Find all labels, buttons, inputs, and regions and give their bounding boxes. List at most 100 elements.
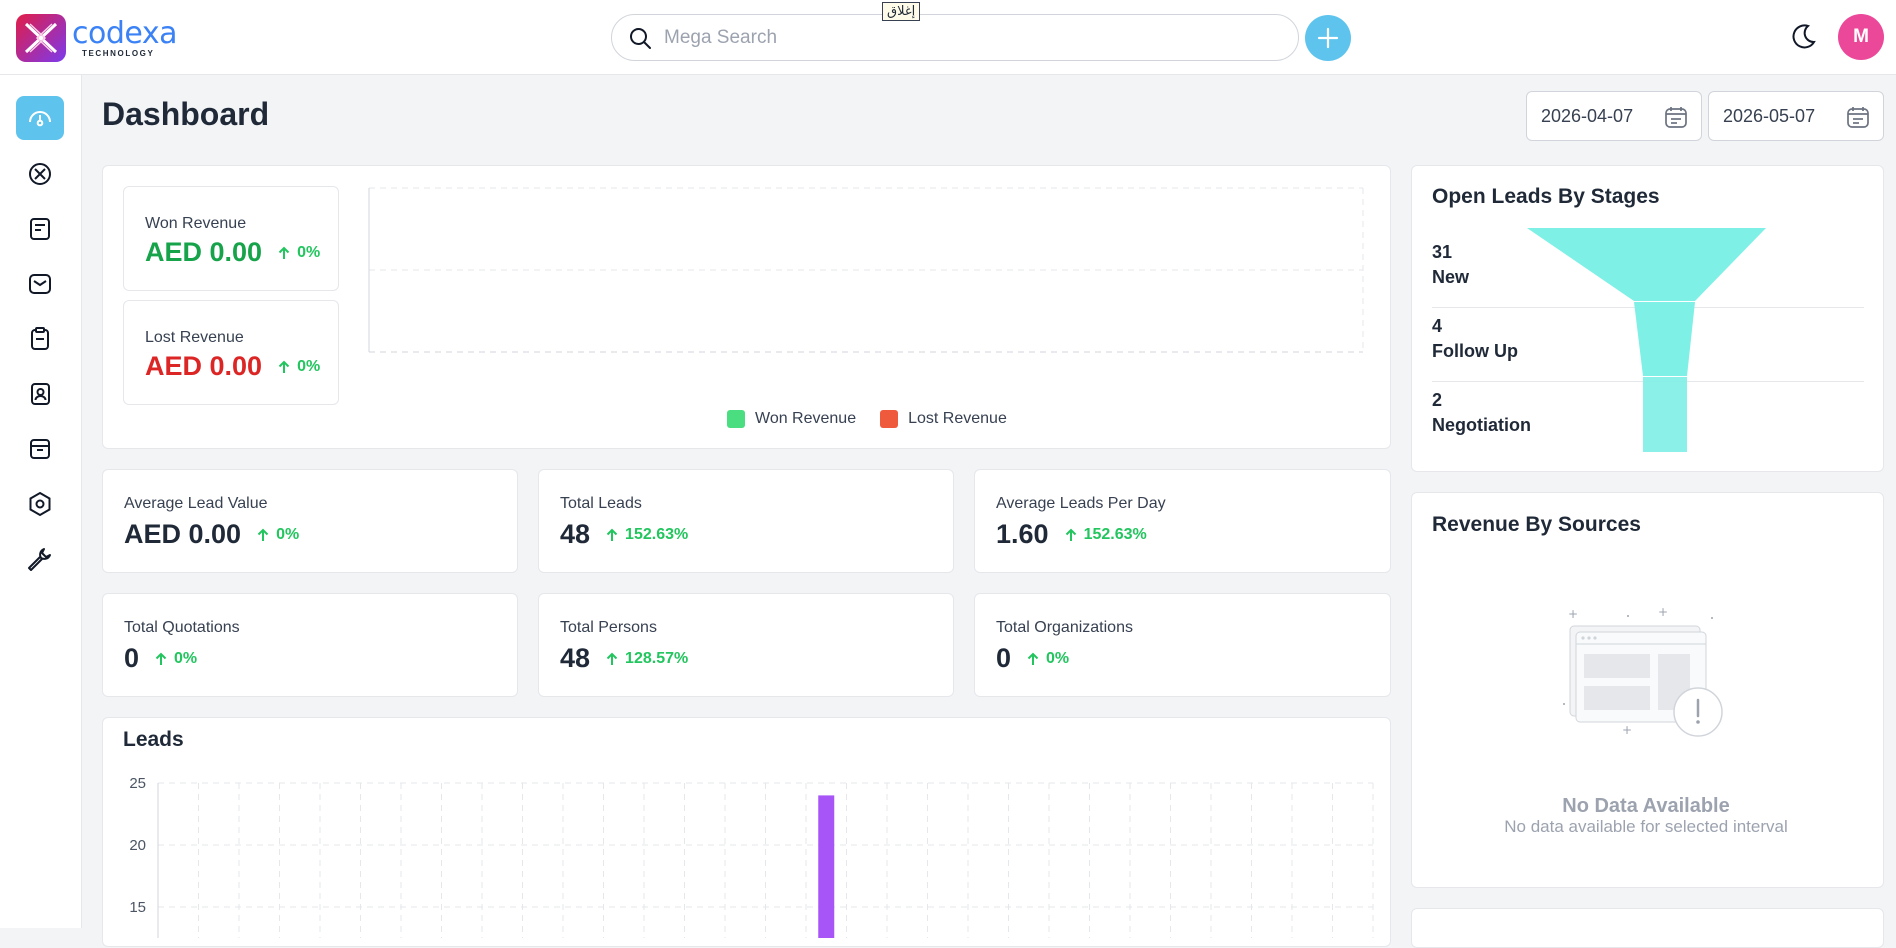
- funnel-segment-negotiation: [1643, 377, 1687, 452]
- arrow-up-icon: [257, 528, 269, 541]
- stat-label: Total Persons: [560, 619, 657, 636]
- sidebar-item-contacts[interactable]: [16, 372, 64, 416]
- funnel-stage-name: Follow Up: [1432, 341, 1518, 361]
- lost-revenue-box: Lost Revenue AED 0.00 0%: [123, 300, 339, 405]
- revenue-sources-title: Revenue By Sources: [1432, 513, 1641, 536]
- revenue-line-chart: 01: [368, 187, 1364, 353]
- funnel-row-negotiation[interactable]: 2 Negotiation: [1432, 390, 1864, 456]
- stat-label: Average Lead Value: [124, 495, 268, 512]
- search-input[interactable]: [664, 26, 1244, 49]
- stat-label: Average Leads Per Day: [996, 495, 1166, 512]
- activities-icon: [31, 327, 49, 350]
- arrow-up-icon: [1065, 528, 1076, 541]
- won-revenue-change: 0%: [276, 244, 320, 262]
- logo[interactable]: codexa TECHNOLOGY: [16, 14, 177, 62]
- funnel-segment-follow-up: [1634, 302, 1695, 376]
- start-date-field[interactable]: 2026-04-07: [1526, 91, 1702, 141]
- logo-name: codexa: [72, 15, 177, 51]
- open-leads-title: Open Leads By Stages: [1432, 185, 1660, 208]
- funnel-segment-new: [1527, 228, 1766, 301]
- settings-icon: [29, 491, 51, 517]
- dashboard-icon: [29, 111, 51, 127]
- contacts-icon: [31, 383, 50, 405]
- stat-value: AED 0.00: [124, 519, 242, 549]
- sidebar-item-settings[interactable]: [16, 482, 64, 526]
- calendar-icon: [1665, 107, 1687, 128]
- legend-item-lost[interactable]: Lost Revenue: [880, 410, 1007, 428]
- next-card: [1411, 908, 1884, 948]
- legend-swatch-won: [727, 410, 745, 428]
- sidebar-item-quotes[interactable]: [16, 207, 64, 251]
- stat-change: 0%: [153, 650, 197, 668]
- products-icon: [30, 439, 50, 459]
- sidebar-item-leads[interactable]: [16, 152, 64, 196]
- legend-label-lost: Lost Revenue: [908, 410, 1007, 427]
- svg-text:+: +: [1622, 723, 1632, 737]
- lost-revenue-label: Lost Revenue: [145, 329, 244, 346]
- stat-change: 152.63%: [604, 526, 688, 544]
- stat-label: Total Quotations: [124, 619, 240, 636]
- open-leads-by-stages-card: Open Leads By Stages 31 New 4 Follow Up …: [1411, 165, 1884, 472]
- arrow-up-icon: [1027, 652, 1039, 665]
- stat-change-value: 152.63%: [1083, 525, 1147, 543]
- lost-revenue-change-value: 0%: [297, 357, 321, 375]
- stat-change: 0%: [1025, 650, 1069, 668]
- no-data-subtitle: No data available for selected interval: [1504, 817, 1788, 836]
- revenue-card: Won Revenue AED 0.00 0% Lost Revenue AED…: [102, 165, 1391, 449]
- logo-mark-icon: [16, 14, 66, 62]
- stat-card-average-leads-per-day: Average Leads Per Day 1.60 152.63%: [974, 469, 1391, 573]
- leads-bar-chart: 25 20 15: [129, 775, 1374, 938]
- arrow-up-icon: [278, 246, 290, 259]
- end-date-field[interactable]: 2026-05-07: [1708, 91, 1884, 141]
- arrow-up-icon: [278, 360, 290, 373]
- user-avatar[interactable]: M: [1838, 14, 1884, 60]
- no-data-illustration-icon: + + +: [1563, 608, 1723, 737]
- dark-mode-moon-icon[interactable]: [1788, 22, 1818, 52]
- mega-search[interactable]: [611, 14, 1299, 61]
- search-icon: [630, 28, 651, 49]
- calendar-icon: [1847, 107, 1869, 128]
- stat-value: 48: [560, 643, 591, 673]
- start-date-value: 2026-04-07: [1541, 105, 1634, 126]
- stat-change: 152.63%: [1063, 526, 1147, 544]
- sidebar-item-activities[interactable]: [16, 317, 64, 361]
- stat-label: Total Organizations: [996, 619, 1133, 636]
- end-date-value: 2026-05-07: [1723, 105, 1816, 126]
- lost-revenue-value: AED 0.00: [145, 351, 263, 381]
- stat-change: 0%: [255, 526, 299, 544]
- arrow-up-icon: [155, 652, 167, 665]
- stat-change-value: 0%: [174, 649, 198, 667]
- leads-bar: [818, 795, 835, 938]
- stat-change-value: 0%: [1046, 649, 1070, 667]
- no-data-title: No Data Available: [1562, 795, 1730, 817]
- funnel-count: 2: [1432, 390, 1443, 410]
- y-tick-label: 25: [129, 775, 146, 792]
- stat-value: 1.60: [996, 519, 1049, 549]
- funnel-count: 4: [1432, 316, 1443, 336]
- quick-create-button[interactable]: [1305, 15, 1351, 61]
- sidebar-item-configuration[interactable]: [16, 537, 64, 581]
- stat-change-value: 128.57%: [625, 649, 689, 667]
- y-tick-label: 20: [129, 837, 146, 854]
- stat-change: 128.57%: [604, 650, 688, 668]
- wrench-icon: [28, 548, 51, 571]
- sidebar-item-mail[interactable]: [16, 262, 64, 306]
- stat-card-average-lead-value: Average Lead Value AED 0.00 0%: [102, 469, 518, 573]
- legend-item-won[interactable]: Won Revenue: [727, 410, 856, 428]
- leads-card: Leads 25 20 15: [102, 717, 1391, 947]
- arrow-up-icon: [606, 528, 618, 541]
- plus-icon: [1317, 27, 1339, 49]
- arrow-up-icon: [606, 652, 618, 665]
- y-tick-label: 15: [129, 899, 146, 916]
- won-revenue-change-value: 0%: [297, 243, 321, 261]
- stat-label: Total Leads: [560, 495, 642, 512]
- sidebar-item-products[interactable]: [16, 427, 64, 471]
- sidebar: [0, 75, 82, 928]
- won-revenue-label: Won Revenue: [145, 215, 247, 232]
- mail-icon: [29, 274, 51, 294]
- stat-card-total-persons: Total Persons 48 128.57%: [538, 593, 954, 697]
- close-tooltip: إغلاق: [882, 2, 921, 21]
- sidebar-item-dashboard[interactable]: [16, 96, 64, 140]
- stat-card-total-quotations: Total Quotations 0 0%: [102, 593, 518, 697]
- page-title: Dashboard: [102, 96, 270, 132]
